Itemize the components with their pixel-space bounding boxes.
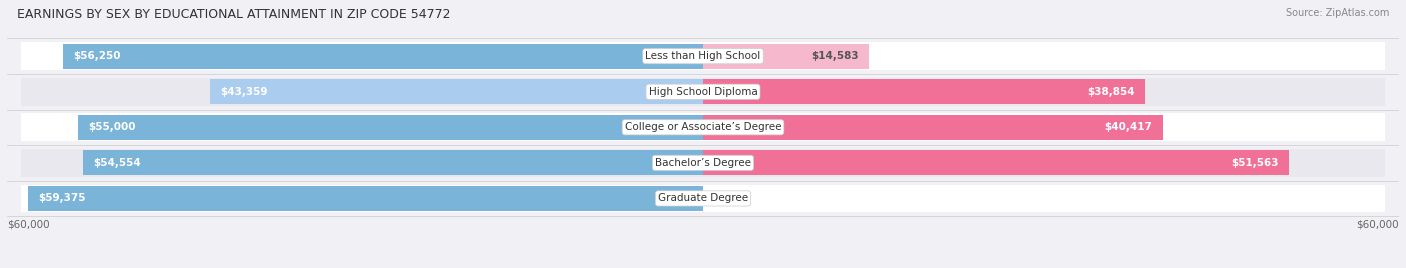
Bar — [703, 115, 1163, 140]
Text: Bachelor’s Degree: Bachelor’s Degree — [655, 158, 751, 168]
Bar — [21, 42, 1385, 70]
Text: $54,554: $54,554 — [93, 158, 141, 168]
Bar — [77, 115, 703, 140]
Text: Graduate Degree: Graduate Degree — [658, 193, 748, 203]
Text: $14,583: $14,583 — [811, 51, 859, 61]
Text: $56,250: $56,250 — [73, 51, 121, 61]
Text: $43,359: $43,359 — [221, 87, 267, 97]
Text: $51,563: $51,563 — [1232, 158, 1279, 168]
Text: EARNINGS BY SEX BY EDUCATIONAL ATTAINMENT IN ZIP CODE 54772: EARNINGS BY SEX BY EDUCATIONAL ATTAINMEN… — [17, 8, 450, 21]
Bar — [21, 78, 1385, 106]
Text: $59,375: $59,375 — [38, 193, 86, 203]
Bar — [21, 113, 1385, 141]
Bar — [703, 44, 869, 69]
Text: College or Associate’s Degree: College or Associate’s Degree — [624, 122, 782, 132]
Text: $0: $0 — [710, 193, 724, 203]
Bar — [703, 150, 1289, 175]
Text: Less than High School: Less than High School — [645, 51, 761, 61]
Text: $38,854: $38,854 — [1087, 87, 1135, 97]
Text: Source: ZipAtlas.com: Source: ZipAtlas.com — [1285, 8, 1389, 18]
Text: $40,417: $40,417 — [1105, 122, 1153, 132]
Text: $55,000: $55,000 — [87, 122, 135, 132]
Bar — [21, 149, 1385, 177]
Bar — [209, 79, 703, 104]
Bar — [63, 44, 703, 69]
Bar — [83, 150, 703, 175]
Bar — [703, 79, 1144, 104]
Bar — [28, 186, 703, 211]
Text: $60,000: $60,000 — [7, 220, 49, 230]
Text: $60,000: $60,000 — [1357, 220, 1399, 230]
Bar — [21, 185, 1385, 212]
Text: High School Diploma: High School Diploma — [648, 87, 758, 97]
